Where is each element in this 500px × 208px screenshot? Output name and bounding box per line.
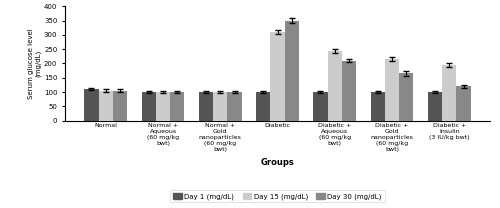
Bar: [370, 92, 385, 121]
Bar: [256, 92, 270, 121]
Bar: [84, 89, 98, 121]
Bar: [385, 59, 399, 121]
Bar: [284, 21, 299, 121]
Bar: [428, 92, 442, 121]
Bar: [213, 92, 228, 121]
Bar: [442, 65, 456, 121]
Bar: [314, 92, 328, 121]
Bar: [113, 91, 127, 121]
Bar: [399, 73, 413, 121]
Bar: [270, 32, 284, 121]
Bar: [342, 61, 356, 121]
Bar: [328, 51, 342, 121]
Text: Groups: Groups: [260, 158, 294, 167]
Bar: [456, 86, 470, 121]
Bar: [98, 91, 113, 121]
Bar: [142, 92, 156, 121]
Y-axis label: Serum glucose level
(mg/dL): Serum glucose level (mg/dL): [28, 28, 41, 99]
Bar: [228, 92, 241, 121]
Bar: [170, 92, 184, 121]
Legend: Day 1 (mg/dL), Day 15 (mg/dL), Day 30 (mg/dL): Day 1 (mg/dL), Day 15 (mg/dL), Day 30 (m…: [170, 190, 384, 202]
Bar: [156, 92, 170, 121]
Bar: [199, 92, 213, 121]
